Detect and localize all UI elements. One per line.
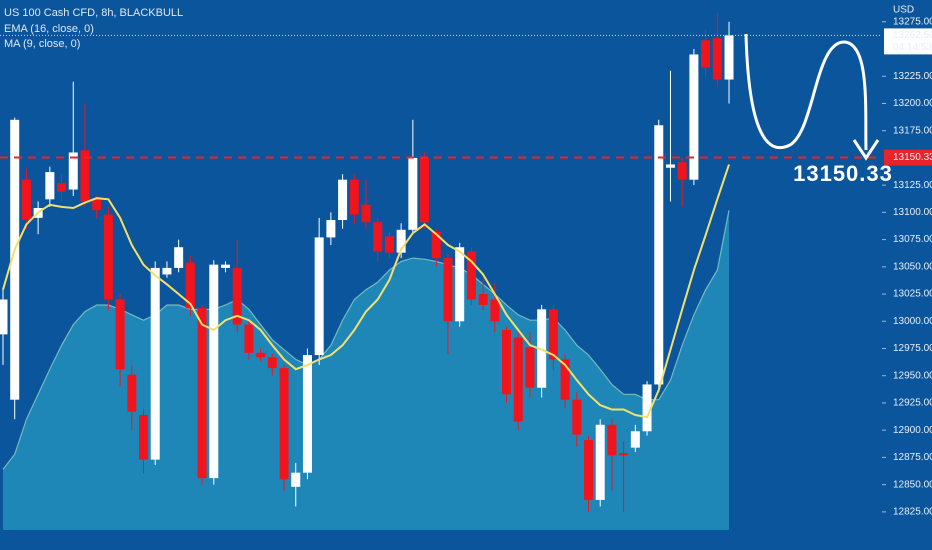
candle-body <box>619 453 629 456</box>
candle-body <box>420 157 430 223</box>
candle-body <box>361 204 371 223</box>
ma-area <box>3 210 729 530</box>
y-tick-label: 13275.00 <box>893 16 932 27</box>
y-tick-label: 13000.00 <box>893 316 932 327</box>
candle-body <box>408 157 418 230</box>
candle-body <box>642 384 652 432</box>
y-tick-label: 12825.00 <box>893 507 932 518</box>
candle-body <box>127 374 137 412</box>
y-tick-label: 12975.00 <box>893 343 932 354</box>
candle-body <box>712 38 722 80</box>
candle-body <box>68 152 78 190</box>
candle-body <box>279 368 289 480</box>
candle-body <box>232 267 242 325</box>
legend-title: US 100 Cash CFD, 8h, BLACKBULL <box>4 7 183 19</box>
candle-body <box>537 309 547 388</box>
candle-body <box>92 199 102 211</box>
candle-body <box>373 222 383 252</box>
x-axis-strip <box>0 530 932 550</box>
candle-body <box>267 357 277 369</box>
candle-body <box>115 299 125 370</box>
level-label-box <box>884 149 932 166</box>
candle-body <box>584 440 593 500</box>
candle-body <box>326 220 336 238</box>
y-tick-label: 13225.00 <box>893 71 932 82</box>
candle-body <box>548 309 558 360</box>
candle-body <box>525 347 535 388</box>
candle-body <box>443 258 453 322</box>
candle-body <box>724 35 734 80</box>
candle-body <box>455 247 465 322</box>
candle-body <box>595 424 605 500</box>
candle-body <box>139 414 149 460</box>
candle-body <box>490 299 500 322</box>
y-tick-label: 13025.00 <box>893 289 932 300</box>
legend-ema: EMA (16, close, 0) <box>4 23 94 35</box>
candle-body <box>244 324 254 353</box>
candle-body <box>384 236 394 253</box>
last-price-label: 13262.50 <box>893 30 932 41</box>
candle-body <box>209 264 219 479</box>
candle-body <box>220 264 230 268</box>
candle-body <box>654 125 664 385</box>
y-tick-label: 12875.00 <box>893 452 932 463</box>
y-tick-label: 13075.00 <box>893 234 932 245</box>
candle-body <box>21 179 31 220</box>
candle-body <box>665 164 675 168</box>
y-tick-label: 12950.00 <box>893 370 932 381</box>
candle-body <box>431 231 441 259</box>
candle-body <box>80 150 90 202</box>
y-tick-label: 13125.00 <box>893 180 932 191</box>
plot-area: Apr5101217192426May3 <box>0 13 886 546</box>
forecast-arrow <box>744 33 868 151</box>
y-tick-label: 13100.00 <box>893 207 932 218</box>
candle-body <box>630 431 640 448</box>
candle-body <box>396 229 406 253</box>
candle-body <box>607 424 617 456</box>
y-tick-label: 12925.00 <box>893 398 932 409</box>
y-tick-label: 13050.00 <box>893 261 932 272</box>
candle-body <box>560 359 570 400</box>
candle-body <box>150 267 160 460</box>
candle-body <box>174 247 184 268</box>
candle-body <box>502 330 512 395</box>
candle-body <box>10 119 20 400</box>
candle-body <box>513 337 523 422</box>
arrow-head <box>852 139 880 161</box>
candle-body <box>701 40 711 68</box>
level-label: 13150.33 <box>893 152 932 163</box>
candle-body <box>677 162 687 180</box>
candle-body <box>0 299 8 335</box>
candle-body <box>185 262 195 309</box>
candle-body <box>689 54 699 180</box>
candle-body <box>162 267 172 275</box>
legend-ma: MA (9, close, 0) <box>4 38 80 50</box>
candle-body <box>478 294 488 305</box>
candle-body <box>302 355 312 473</box>
candle-body <box>256 352 266 358</box>
candle-body <box>103 214 113 300</box>
candle-body <box>197 308 207 479</box>
currency: USD <box>893 5 914 16</box>
last-price-box <box>884 28 932 55</box>
level-annotation: 13150.33 <box>793 161 893 186</box>
y-tick-label: 13175.00 <box>893 125 932 136</box>
candle-body <box>57 182 67 192</box>
candle-body <box>349 179 359 215</box>
candle-body <box>572 399 582 435</box>
ema-line <box>2 164 730 419</box>
countdown: 04:14:53 <box>893 42 932 53</box>
candle-body <box>338 179 348 220</box>
candle-body <box>314 237 324 356</box>
candle-body <box>45 172 55 200</box>
candle-body <box>466 251 476 300</box>
candle-body <box>291 472 301 487</box>
y-tick-label: 12900.00 <box>893 425 932 436</box>
y-tick-label: 12850.00 <box>893 479 932 490</box>
y-tick-label: 13200.00 <box>893 98 932 109</box>
